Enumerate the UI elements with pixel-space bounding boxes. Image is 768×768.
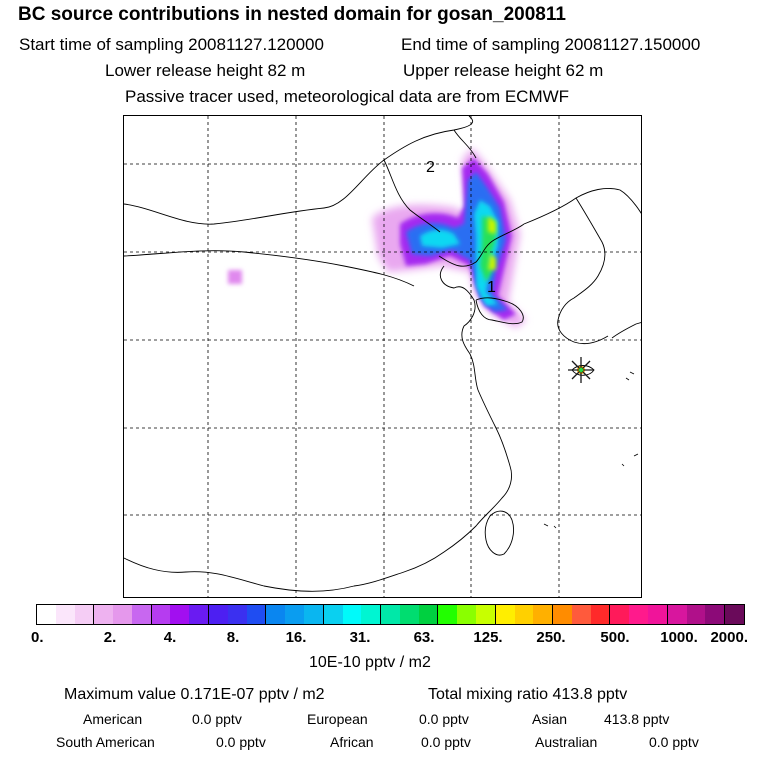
islands-east [543,371,639,529]
colorbar-cell [227,605,247,624]
plume-cyan [420,200,498,306]
colorbar-cell [609,605,630,624]
map-panel: 2 1 [123,115,642,598]
colorbar-cell [208,605,228,624]
colorbar-tick-label: 63. [413,629,435,646]
colorbar-cell [724,605,744,624]
tracer-note: Passive tracer used, meteorological data… [125,87,570,106]
plume-layer [228,148,526,328]
colorbar-cell [418,605,438,624]
start-time: Start time of sampling 20081127.120000 [19,35,324,54]
colorbar-tick-label: 500. [600,629,630,646]
colorbar-tick-label: 0. [30,629,44,646]
colorbar-tick-label: 125. [473,629,503,646]
coastline-shandong [475,297,524,325]
colorbar-cell [265,605,286,624]
plume-small-blob [228,270,242,284]
colorbar-cell [533,605,553,624]
colorbar-cell [399,605,419,624]
colorbar-cell [648,605,667,624]
colorbar-cell [285,605,304,624]
colorbar-cell [590,605,610,624]
colorbar-tick-label: 250. [536,629,566,646]
maximum-value: Maximum value 0.171E-07 pptv / m2 [64,686,325,703]
colorbar-tick-label: 8. [226,629,240,646]
region-value: 0.0 pptv [421,734,471,750]
lat-lon-grid [124,116,641,597]
region-value: 0.0 pptv [216,734,266,750]
colorbar-cell [571,605,591,624]
upper-release-height: Upper release height 62 m [403,61,604,80]
receptor-center [578,367,584,373]
star-icon [568,357,594,383]
coastline-korea [523,187,641,345]
colorbar-cell [303,605,323,624]
border-lines [124,129,477,592]
cluster-label-2: 2 [426,159,435,176]
colorbar-cell [322,605,343,624]
colorbar-cell [361,605,381,624]
colorbar-cell [131,605,151,624]
colorbar-cell [380,605,400,624]
colorbar-cell [37,605,56,624]
colorbar-cell [514,605,534,624]
figure-title: BC source contributions in nested domain… [18,4,566,25]
coastline-japan [611,322,641,339]
colorbar-tick-label: 16. [285,629,307,646]
colorbar-tick-label: 2000. [710,629,749,646]
total-mixing-ratio: Total mixing ratio 413.8 pptv [428,686,628,703]
colorbar-cell [705,605,725,624]
colorbar-cell [189,605,209,624]
region-name: American [83,711,143,727]
map-canvas: 2 1 [124,116,641,597]
coastlines [124,116,641,592]
coastline-taiwan [484,510,515,556]
region-name: Asian [532,711,568,727]
colorbar [36,604,745,625]
colorbar-tick-label: 1000. [660,629,698,646]
colorbar-cell [93,605,114,624]
colorbar-cell [74,605,94,624]
lower-release-height: Lower release height 82 m [105,61,306,80]
colorbar-tick-label: 31. [349,629,371,646]
region-value: 413.8 pptv [604,711,670,727]
colorbar-tick-label: 2. [103,629,117,646]
colorbar-cell [629,605,648,624]
colorbar-cell [686,605,706,624]
colorbar-cell [457,605,476,624]
region-value: 0.0 pptv [419,711,469,727]
region-value: 0.0 pptv [192,711,242,727]
cluster-label-1: 1 [487,279,496,296]
colorbar-cell [666,605,687,624]
region-value: 0.0 pptv [649,734,699,750]
region-name: Australian [535,734,598,750]
region-name: South American [56,734,155,750]
colorbar-cell [55,605,75,624]
region-name: African [330,734,374,750]
end-time: End time of sampling 20081127.150000 [401,35,701,54]
colorbar-cell [475,605,495,624]
colorbar-tick-label: 4. [163,629,177,646]
colorbar-cell [494,605,515,624]
plume-yellow [488,216,496,270]
colorbar-unit: 10E-10 pptv / m2 [309,654,431,671]
colorbar-cell [342,605,362,624]
colorbar-cell [246,605,266,624]
colorbar-cell [113,605,132,624]
colorbar-cell [170,605,190,624]
colorbar-cell [437,605,458,624]
colorbar-cell [552,605,572,624]
colorbar-cell [150,605,171,624]
region-name: European [307,711,368,727]
